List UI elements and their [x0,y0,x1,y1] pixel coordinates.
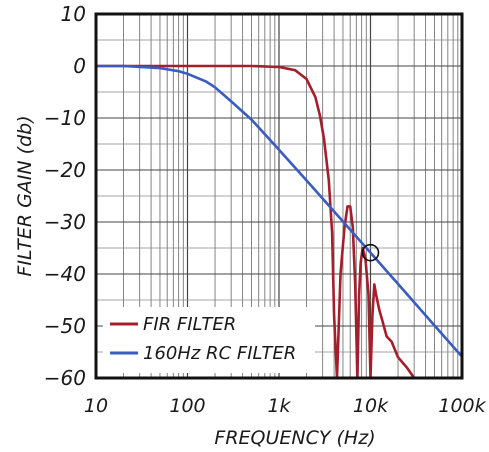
x-tick-label: 10k [353,395,389,417]
y-tick-label: −30 [44,210,86,234]
y-tick-label: −50 [44,314,86,338]
x-axis-title: FREQUENCY (Hz) [214,427,375,449]
x-tick-label: 100 [169,395,205,417]
series-line-rc-filter [96,64,463,358]
y-axis-title: FILTER GAIN (db) [14,115,36,276]
y-tick-label: −60 [44,366,86,390]
legend: FIR FILTER 160Hz RC FILTER [103,307,315,373]
y-tick-label: −10 [44,106,86,130]
y-tick-labels: 10 0 −10 −20 −30 −40 −50 −60 [44,2,86,390]
y-tick-label: −20 [44,158,86,182]
plot-series [96,64,463,380]
series-line-fir-filter [96,64,416,380]
x-tick-label: 100k [438,395,486,417]
y-tick-label: 0 [73,54,86,78]
annotations [361,243,380,262]
x-tick-label: 10 [84,395,108,417]
legend-label-rc: 160Hz RC FILTER [143,343,296,364]
x-tick-labels: 10 100 1k 10k 100k [84,395,487,417]
legend-background [103,307,315,373]
y-tick-label: −40 [44,262,86,286]
x-tick-label: 1k [267,395,291,417]
intersection-circle [361,243,380,262]
legend-label-fir: FIR FILTER [143,314,236,335]
plot-frame [94,12,464,380]
y-tick-label: 10 [61,2,86,26]
